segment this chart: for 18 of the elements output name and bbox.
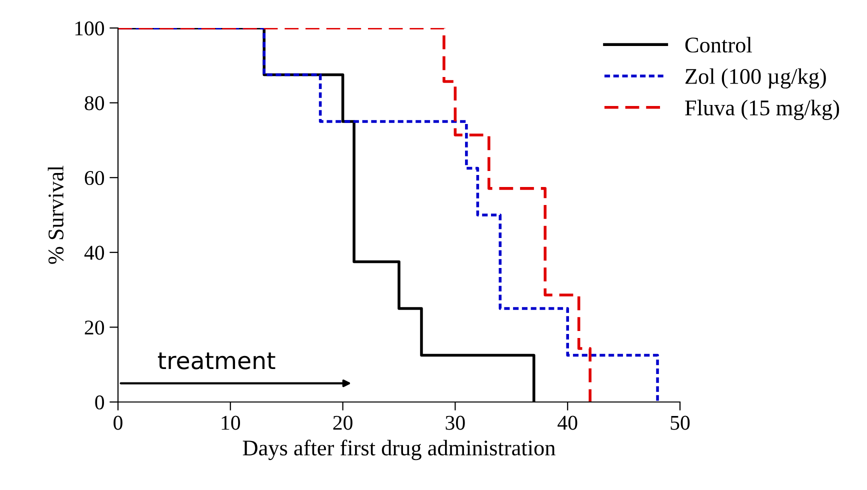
x-tick-label: 0 — [114, 416, 122, 430]
legend-label: Zol (100 µg/kg) — [686, 68, 826, 89]
x-tick-label: 10 — [222, 416, 240, 430]
y-tick-label: 80 — [84, 96, 104, 110]
y-tick-label: 20 — [84, 320, 104, 335]
y-tick-label: 100 — [75, 21, 104, 36]
x-tick-label: 30 — [446, 416, 465, 430]
x-tick-label: 40 — [558, 416, 578, 430]
y-tick-label: 40 — [84, 246, 104, 260]
x-axis-title: Days after first drug administration — [242, 440, 556, 460]
annotation: treatment — [158, 352, 276, 370]
legend-label: Control — [685, 36, 752, 53]
y-tick-label: 0 — [95, 395, 104, 410]
x-tick-label: 50 — [670, 416, 690, 430]
legend-label: Fluva (15 mg/kg) — [685, 100, 840, 120]
x-tick-label: 20 — [333, 416, 352, 430]
y-axis-title: % Survival — [48, 166, 64, 264]
y-tick-label: 60 — [84, 170, 104, 186]
